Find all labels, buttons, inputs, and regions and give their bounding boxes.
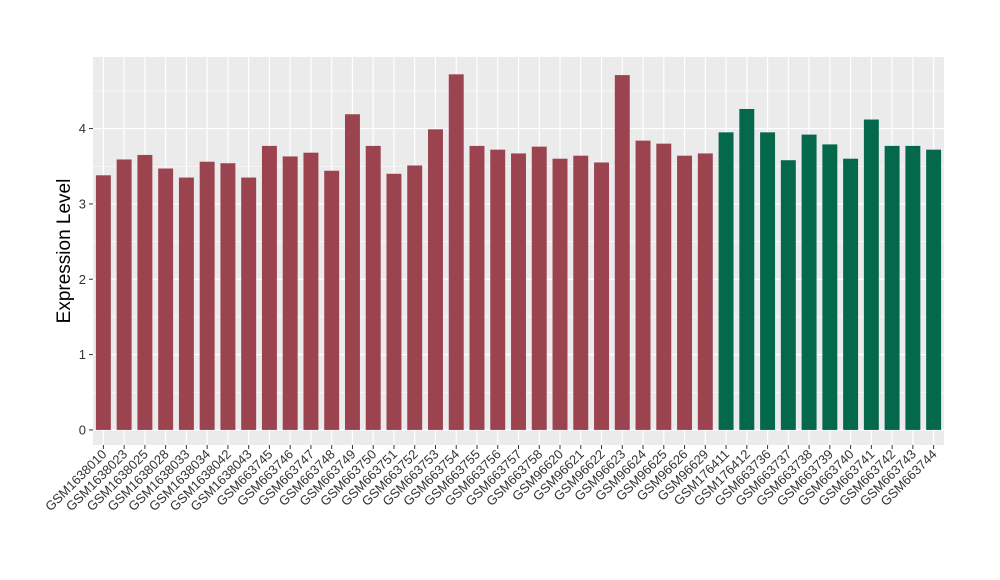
bar-GSM663751 <box>386 173 402 430</box>
bar-GSM1638023 <box>116 159 132 430</box>
bar-GSM663748 <box>324 170 340 430</box>
bar-GSM663745 <box>261 145 277 430</box>
bar-GSM96626 <box>677 155 693 430</box>
y-axis-title: Expression Level <box>54 179 75 324</box>
bar-GSM1638028 <box>158 168 174 430</box>
bar-GSM663741 <box>863 119 879 430</box>
bar-GSM663758 <box>531 146 547 430</box>
bar-GSM1638010 <box>95 175 111 430</box>
y-tick-label: 4 <box>79 121 86 136</box>
bar-GSM663753 <box>428 129 443 430</box>
y-tick-label: 0 <box>79 422 86 437</box>
bar-GSM1638042 <box>220 163 236 430</box>
bar-GSM663738 <box>801 134 817 430</box>
x-axis-ticks: GSM1638010GSM1638023GSM1638025GSM1638028… <box>42 445 940 514</box>
bar-GSM663739 <box>822 144 838 430</box>
y-tick-label: 3 <box>79 196 86 211</box>
bar-GSM1638025 <box>137 154 153 430</box>
bar-GSM663750 <box>365 145 381 430</box>
bar-GSM663749 <box>344 114 360 430</box>
bar-GSM96625 <box>656 143 672 430</box>
y-axis-ticks: 0 1 2 3 4 <box>79 121 93 437</box>
bar-GSM96629 <box>697 153 713 430</box>
bar-GSM663743 <box>905 145 921 430</box>
bar-GSM663756 <box>490 149 506 430</box>
bar-GSM96623 <box>614 75 630 430</box>
bar-GSM1638043 <box>241 177 257 430</box>
y-tick-label: 2 <box>79 272 86 287</box>
bar-GSM1638034 <box>199 161 215 430</box>
bar-GSM176412 <box>739 108 755 430</box>
bar-GSM96622 <box>594 162 609 430</box>
bar-GSM176411 <box>718 132 734 430</box>
bar-GSM1638033 <box>178 177 194 430</box>
bar-GSM663747 <box>303 152 319 430</box>
bars <box>95 74 942 430</box>
bar-GSM663757 <box>511 153 526 430</box>
bar-GSM663754 <box>448 74 464 430</box>
bar-GSM663736 <box>760 132 776 430</box>
bar-GSM663746 <box>282 156 298 430</box>
bar-GSM663744 <box>926 149 942 430</box>
bar-GSM96621 <box>573 155 589 430</box>
bar-GSM663752 <box>407 165 423 430</box>
bar-GSM663742 <box>884 145 900 430</box>
y-tick-label: 1 <box>79 347 86 362</box>
bar-GSM663740 <box>843 158 859 430</box>
bar-GSM663737 <box>780 160 796 430</box>
bar-GSM96620 <box>552 158 568 430</box>
bar-GSM663755 <box>469 145 485 430</box>
bar-GSM96624 <box>635 140 651 430</box>
